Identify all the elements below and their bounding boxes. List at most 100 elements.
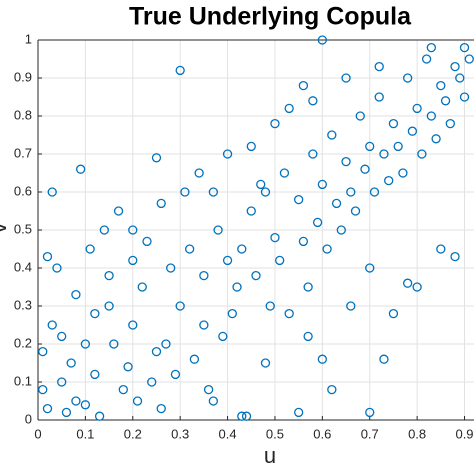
point (222, 149, 233, 159)
point (208, 396, 218, 406)
point (147, 377, 157, 387)
point (317, 179, 327, 190)
point (38, 384, 48, 395)
point (42, 251, 53, 262)
point (336, 225, 346, 235)
point (440, 96, 451, 106)
point (412, 282, 422, 292)
point (57, 331, 67, 342)
y-tick-label: 0.3 (14, 297, 32, 312)
y-tick-label: 0.9 (14, 69, 32, 84)
point (90, 369, 100, 380)
point (199, 320, 209, 330)
x-tick-label: 0.8 (408, 426, 426, 441)
x-tick-label: 0.1 (76, 426, 94, 441)
y-tick-label: 0.6 (14, 183, 32, 198)
point (166, 263, 176, 273)
point (42, 403, 53, 414)
point (365, 141, 375, 152)
y-tick-label: 0.4 (14, 259, 32, 274)
x-tick-label: 0.3 (171, 426, 189, 441)
point (251, 270, 261, 281)
point (241, 411, 252, 421)
point (71, 289, 81, 300)
point (47, 187, 57, 197)
point (185, 244, 195, 254)
point (109, 339, 119, 349)
point (312, 217, 323, 228)
point (66, 358, 76, 368)
x-tick-label: 0.9 (455, 426, 473, 441)
point (327, 130, 337, 140)
y-tick-label: 0 (25, 411, 32, 426)
point (175, 301, 185, 311)
point (47, 320, 57, 330)
point (128, 320, 138, 330)
point (61, 407, 72, 418)
point (303, 282, 313, 292)
x-tick-label: 0.7 (361, 426, 379, 441)
point (341, 156, 351, 167)
point (436, 80, 446, 91)
point (355, 111, 365, 121)
point (218, 331, 228, 342)
point (388, 308, 399, 319)
point (455, 73, 465, 83)
point (393, 141, 403, 152)
point (99, 225, 109, 235)
point (132, 396, 143, 406)
point (346, 187, 356, 197)
point (104, 270, 114, 281)
point (436, 244, 446, 254)
point (76, 164, 86, 174)
point (227, 308, 237, 319)
point (417, 149, 427, 159)
point (237, 411, 247, 421)
y-tick-label: 0.1 (14, 373, 32, 388)
y-tick-label: 1 (25, 31, 32, 46)
point (350, 206, 361, 216)
point (156, 198, 166, 209)
point (137, 282, 147, 292)
point (421, 54, 432, 64)
point (246, 141, 256, 152)
point (459, 42, 470, 53)
point (275, 255, 285, 266)
point (80, 339, 91, 349)
y-axis-label: v (0, 223, 11, 234)
point (450, 251, 460, 262)
y-tick-label: 0.8 (14, 107, 32, 122)
y-tick-label: 0.7 (14, 145, 32, 160)
point (57, 377, 67, 387)
point (203, 384, 214, 395)
point (199, 270, 209, 281)
point (431, 134, 441, 144)
point (279, 168, 290, 178)
point (298, 80, 309, 91)
point (379, 354, 389, 364)
point (90, 308, 100, 319)
x-axis-label: u (264, 443, 276, 468)
chart-title: True Underlying Copula (129, 3, 412, 31)
point (232, 282, 242, 292)
point (374, 61, 384, 72)
point (260, 358, 271, 368)
point (284, 103, 294, 114)
x-tick-label: 0.5 (266, 426, 284, 441)
point (360, 164, 370, 174)
point (118, 384, 128, 395)
point (445, 118, 455, 129)
point (128, 255, 138, 266)
point (308, 96, 318, 106)
point (142, 236, 152, 247)
point (341, 73, 351, 83)
point (294, 194, 304, 205)
y-tick-label: 0.2 (14, 335, 32, 350)
point (71, 396, 81, 406)
point (94, 411, 105, 421)
x-tick-label: 0.2 (124, 426, 142, 441)
point (450, 61, 460, 72)
point (222, 255, 233, 266)
point (403, 73, 413, 83)
